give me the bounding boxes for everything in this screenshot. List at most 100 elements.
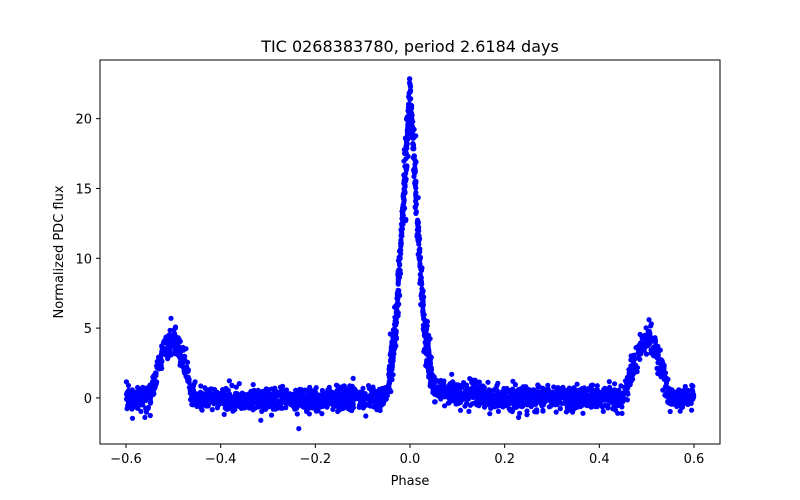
data-point <box>405 128 411 135</box>
data-point <box>239 390 245 396</box>
data-point <box>315 393 321 399</box>
data-point <box>466 386 472 393</box>
data-point <box>272 385 278 391</box>
data-point <box>278 402 284 408</box>
data-point <box>199 406 205 412</box>
data-point <box>320 400 326 406</box>
data-point <box>408 88 414 94</box>
data-point <box>207 386 213 392</box>
data-point <box>510 378 516 384</box>
data-point <box>600 408 606 414</box>
data-point <box>154 363 160 369</box>
data-point <box>516 414 522 420</box>
data-point <box>663 383 670 389</box>
data-point <box>125 403 131 409</box>
data-point <box>304 388 310 394</box>
data-point <box>374 407 380 413</box>
data-point <box>463 382 470 388</box>
data-point <box>373 394 379 400</box>
data-point <box>256 392 262 398</box>
data-point <box>408 96 414 102</box>
data-point <box>245 394 251 400</box>
data-point <box>423 330 429 336</box>
data-point <box>157 355 163 361</box>
data-point <box>426 373 432 379</box>
data-point <box>258 417 264 423</box>
data-point <box>524 412 530 418</box>
data-point <box>393 309 399 315</box>
data-point <box>428 354 434 360</box>
data-point <box>575 392 581 398</box>
data-point <box>158 351 165 357</box>
data-point <box>400 213 406 219</box>
data-point <box>393 315 399 321</box>
data-point <box>265 392 271 398</box>
data-point <box>284 399 290 406</box>
data-point <box>409 105 415 111</box>
data-point <box>299 403 305 409</box>
data-point <box>294 411 300 417</box>
data-point <box>420 304 426 310</box>
data-point <box>557 406 563 412</box>
data-point <box>413 195 419 201</box>
data-point <box>504 385 510 392</box>
data-point <box>466 408 472 414</box>
data-point <box>462 403 468 409</box>
data-point <box>389 343 395 349</box>
data-point <box>432 378 438 384</box>
data-point <box>505 400 511 407</box>
data-point <box>511 395 517 402</box>
data-point <box>660 387 666 393</box>
data-point <box>363 413 369 419</box>
data-point <box>648 350 654 356</box>
data-point <box>467 376 473 382</box>
data-point <box>362 396 368 402</box>
data-point <box>419 267 425 273</box>
data-point <box>139 396 145 402</box>
x-tick-label: −0.4 <box>205 452 237 467</box>
data-point <box>619 397 625 403</box>
data-point <box>401 196 407 202</box>
data-point <box>348 393 354 399</box>
data-point <box>545 392 551 398</box>
data-point <box>154 379 160 385</box>
data-point <box>314 403 320 409</box>
data-point <box>517 399 523 405</box>
data-point <box>419 288 426 294</box>
data-point <box>682 383 688 390</box>
data-point <box>176 338 182 344</box>
y-tick-label: 20 <box>75 113 92 128</box>
data-point <box>404 132 410 138</box>
data-point <box>287 394 293 400</box>
data-point <box>397 254 403 260</box>
data-point <box>296 426 302 432</box>
data-point <box>391 336 397 342</box>
data-point <box>548 399 554 405</box>
data-point <box>476 384 482 390</box>
data-point <box>409 129 415 135</box>
data-point <box>569 405 575 411</box>
data-point <box>251 392 257 398</box>
data-point <box>133 397 139 403</box>
data-point <box>486 402 492 408</box>
data-point <box>190 383 196 389</box>
data-point <box>606 395 612 402</box>
data-point <box>487 411 493 417</box>
data-point <box>397 267 403 273</box>
data-point <box>488 391 494 398</box>
data-point <box>532 409 538 415</box>
data-point <box>678 398 684 404</box>
data-point <box>411 146 417 152</box>
data-point <box>413 210 419 216</box>
data-point <box>555 396 561 402</box>
data-point <box>602 385 608 391</box>
data-point <box>182 358 188 364</box>
data-point <box>386 380 393 386</box>
data-point <box>308 401 315 407</box>
data-point <box>197 390 203 396</box>
data-point <box>690 383 696 389</box>
data-point <box>600 393 606 399</box>
data-point <box>293 387 299 393</box>
data-point <box>250 382 256 388</box>
data-point <box>275 392 282 398</box>
